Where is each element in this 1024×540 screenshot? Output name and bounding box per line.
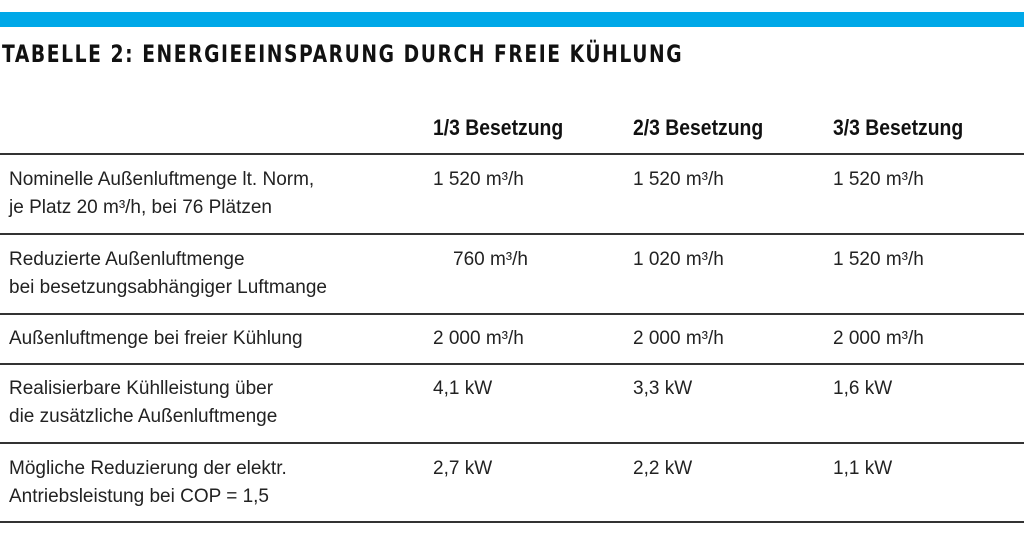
row-divider — [0, 442, 1024, 444]
table-cell: 2 000 m³/h — [633, 328, 724, 349]
row-label: Realisierbare Kühlleistung über — [9, 378, 274, 399]
column-header-1: 1/3 Besetzung — [433, 115, 564, 140]
row-label: Mögliche Reduzierung der elektr. — [9, 458, 287, 479]
accent-bar — [0, 12, 1024, 27]
row-divider — [0, 313, 1024, 315]
row-label: die zusätzliche Außenluftmenge — [9, 406, 278, 427]
row-label: je Platz 20 m³/h, bei 76 Plätzen — [9, 197, 272, 218]
table-cell: 3,3 kW — [633, 378, 693, 399]
column-header-3: 3/3 Besetzung — [833, 115, 964, 140]
row-label: bei besetzungsabhängiger Luftmange — [9, 277, 327, 298]
row-label: Reduzierte Außenluftmenge — [9, 249, 245, 270]
row-divider — [0, 153, 1024, 155]
table-cell: 1 520 m³/h — [633, 169, 724, 190]
table-cell: 1 520 m³/h — [833, 169, 924, 190]
table-cell: 2,2 kW — [633, 458, 693, 479]
table-cell: 760 m³/h — [453, 249, 528, 270]
column-header-2: 2/3 Besetzung — [633, 115, 764, 140]
table-cell: 1,1 kW — [833, 458, 893, 479]
row-label: Nominelle Außenluftmenge lt. Norm, — [9, 169, 315, 190]
table-cell: 1 520 m³/h — [433, 169, 524, 190]
table-cell: 1 020 m³/h — [633, 249, 724, 270]
row-label: Antriebsleistung bei COP = 1,5 — [9, 486, 269, 507]
table-cell: 4,1 kW — [433, 378, 493, 399]
row-divider — [0, 363, 1024, 365]
table-cell: 2,7 kW — [433, 458, 493, 479]
table-cell: 2 000 m³/h — [833, 328, 924, 349]
table-title: TABELLE 2: ENERGIEEINSPARUNG DURCH FREIE… — [2, 40, 684, 68]
table-cell: 1 520 m³/h — [833, 249, 924, 270]
table-cell: 1,6 kW — [833, 378, 893, 399]
row-divider — [0, 521, 1024, 523]
row-label: Außenluftmenge bei freier Kühlung — [9, 328, 303, 349]
table-cell: 2 000 m³/h — [433, 328, 524, 349]
row-divider — [0, 233, 1024, 235]
